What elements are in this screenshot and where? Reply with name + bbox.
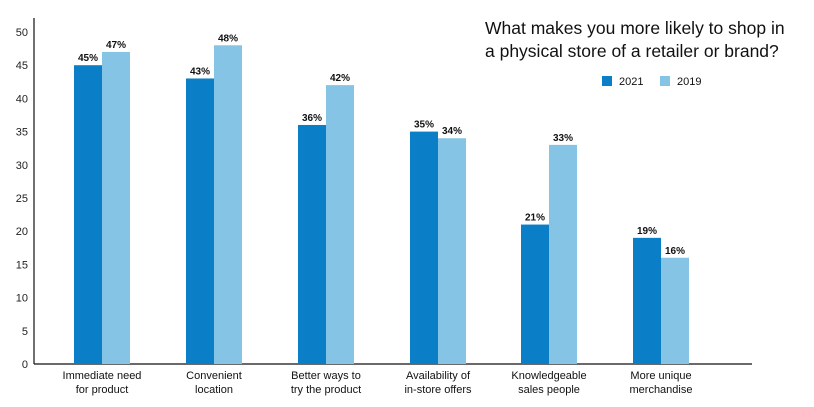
y-tick-label: 50: [16, 27, 28, 39]
data-label: 45%: [78, 53, 98, 64]
legend-label: 2019: [677, 76, 701, 88]
data-label: 47%: [106, 40, 126, 51]
category-label: Immediate need for product: [63, 370, 142, 396]
data-label: 42%: [330, 73, 350, 84]
data-label: 35%: [414, 120, 434, 131]
bar-2021: [521, 224, 549, 364]
bar-2019: [549, 144, 577, 364]
category-labels: Immediate need for product Convenient locat…: [63, 370, 693, 396]
category-label: Availability of in-store offers: [404, 370, 472, 396]
bar-2021: [633, 237, 661, 364]
chart-title: What makes you more likely to shop in a …: [485, 18, 785, 61]
bar-2019: [214, 45, 242, 364]
y-tick-label: 0: [22, 359, 28, 371]
category-label: Knowledgeable sales people: [511, 370, 586, 396]
data-label: 48%: [218, 33, 238, 44]
category-label: Better ways to try the product: [291, 370, 361, 396]
axes: 0 5 10 15 20 25 30 35 40 45 50: [16, 18, 752, 371]
category-label: Convenient location: [186, 370, 242, 396]
y-tick-label: 30: [16, 160, 28, 172]
bar-2021: [410, 131, 438, 364]
bar-2019: [326, 85, 354, 365]
y-tick-label: 10: [16, 293, 28, 305]
y-tick-label: 35: [16, 127, 28, 139]
y-tick-label: 5: [22, 326, 28, 338]
bars: [74, 45, 689, 365]
chart-title-line-1: What makes you more likely to shop in: [485, 18, 785, 38]
y-tick-label: 45: [16, 60, 28, 72]
legend-swatch-2019: [660, 76, 670, 86]
bar-2019: [661, 257, 689, 364]
legend-swatch-2021: [602, 76, 612, 86]
y-tick-label: 40: [16, 93, 28, 105]
data-label: 34%: [442, 126, 462, 137]
bar-2021: [74, 65, 102, 364]
bar-2019: [438, 138, 466, 364]
chart-title-line-2: a physical store of a retailer or brand?: [485, 41, 779, 61]
data-label: 19%: [637, 226, 657, 237]
bar-2021: [298, 124, 326, 365]
category-label: More unique merchandise: [630, 370, 693, 396]
legend-label: 2021: [619, 76, 643, 88]
data-label: 33%: [553, 133, 573, 144]
legend: 2021 2019: [602, 76, 701, 88]
y-tick-label: 15: [16, 259, 28, 271]
data-labels: 45% 43% 36% 35% 21% 19% 47% 48% 42% 34% 33% 16%: [78, 33, 685, 256]
y-tick-label: 25: [16, 193, 28, 205]
data-label: 21%: [525, 213, 545, 224]
bar-2019: [102, 51, 130, 365]
y-tick-label: 20: [16, 226, 28, 238]
bar-2021: [186, 78, 214, 364]
data-label: 43%: [190, 66, 210, 77]
data-label: 36%: [302, 113, 322, 124]
data-label: 16%: [665, 246, 685, 257]
